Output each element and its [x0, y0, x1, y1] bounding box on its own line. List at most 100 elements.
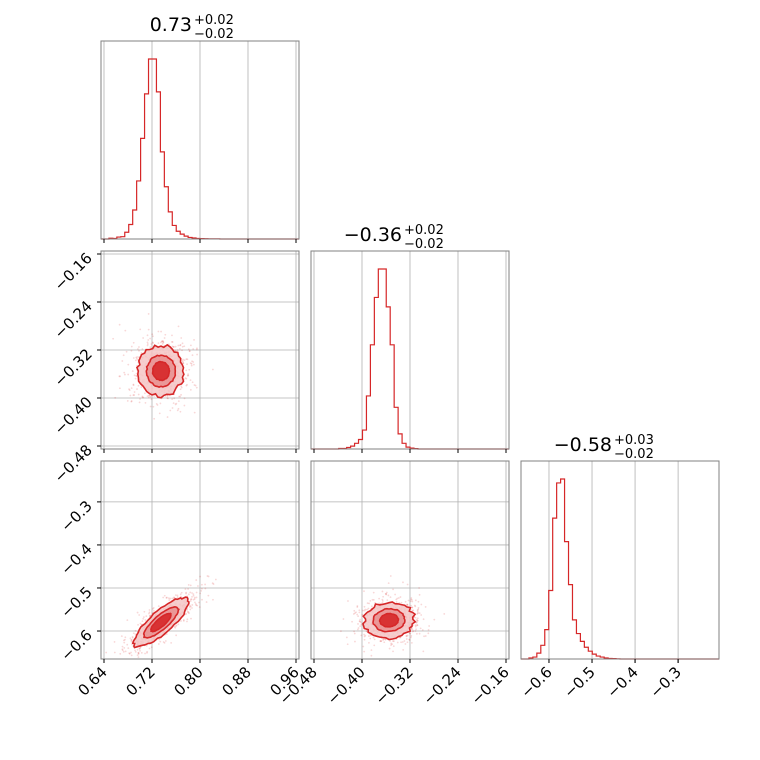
sample-point: [119, 652, 122, 655]
sample-point: [191, 381, 194, 384]
sample-point: [130, 651, 132, 654]
sample-point: [183, 404, 186, 407]
sample-point: [146, 343, 149, 345]
sample-point: [151, 607, 154, 610]
sample-point: [369, 637, 372, 640]
sample-point: [193, 384, 196, 386]
sample-point: [382, 595, 385, 598]
sample-point: [417, 608, 420, 611]
sample-point: [389, 596, 392, 598]
sample-point: [176, 596, 179, 598]
sample-point: [386, 599, 389, 602]
sample-point: [196, 604, 199, 607]
sample-point: [135, 375, 138, 378]
sample-point: [368, 635, 370, 637]
y-tick-label: −0.5: [57, 583, 95, 621]
sample-point: [188, 612, 190, 615]
sample-point: [205, 601, 208, 603]
contour-panel-2: [310, 460, 510, 660]
sample-point: [395, 598, 398, 601]
sample-point: [189, 605, 192, 608]
sample-point: [152, 342, 154, 344]
sample-point: [346, 643, 349, 646]
sample-point: [128, 388, 130, 391]
sample-point: [387, 582, 390, 584]
sample-point: [146, 334, 149, 337]
sample-point: [417, 600, 420, 603]
sample-point: [129, 394, 132, 397]
y-tick-label: −0.48: [51, 441, 96, 486]
sample-point: [152, 335, 154, 338]
sample-point: [360, 623, 363, 626]
sample-point: [390, 642, 393, 645]
y-tick-label: −0.24: [51, 297, 96, 342]
sample-point: [366, 602, 369, 605]
sample-point: [206, 575, 209, 577]
sample-point: [353, 630, 355, 633]
sample-point: [387, 594, 390, 597]
sample-point: [126, 643, 129, 646]
sample-point: [187, 611, 190, 614]
sample-point: [178, 348, 181, 350]
sample-point: [144, 652, 146, 655]
sample-point: [124, 636, 127, 639]
sample-point: [192, 361, 195, 363]
sample-point: [157, 342, 160, 345]
sample-point: [404, 600, 407, 603]
sample-point: [133, 394, 136, 396]
sample-point: [125, 350, 128, 353]
sample-point: [193, 596, 196, 599]
x-tick-label: 0.64: [74, 663, 110, 699]
sample-point: [411, 600, 414, 603]
sample-point: [402, 581, 404, 584]
sample-point: [157, 605, 160, 608]
sample-point: [180, 620, 182, 622]
sample-point: [212, 368, 214, 371]
sample-point: [363, 609, 366, 612]
sample-point: [392, 650, 394, 653]
sample-point: [152, 405, 155, 408]
sample-point: [122, 639, 125, 642]
sample-point: [200, 589, 203, 592]
sample-point: [135, 374, 138, 377]
sample-point: [184, 377, 187, 379]
sample-point: [424, 606, 427, 608]
sample-point: [142, 617, 145, 620]
sample-point: [185, 358, 188, 361]
sample-point: [130, 400, 133, 402]
sample-point: [180, 386, 183, 389]
sample-point: [174, 626, 177, 629]
sample-point: [189, 344, 192, 347]
sample-point: [138, 346, 140, 348]
sample-point: [196, 353, 199, 356]
sample-point: [169, 597, 172, 600]
sample-point: [127, 647, 130, 650]
sample-point: [171, 334, 173, 337]
sample-point: [160, 330, 162, 333]
sample-point: [418, 593, 421, 596]
sample-point: [417, 612, 419, 614]
sample-point: [153, 395, 156, 397]
sample-point: [174, 349, 177, 352]
sample-point: [407, 599, 410, 602]
sample-point: [149, 395, 152, 398]
sample-point: [361, 609, 364, 612]
sample-point: [136, 648, 139, 651]
sample-point: [121, 649, 124, 652]
sample-point: [138, 647, 141, 650]
sample-point: [362, 645, 365, 648]
sample-point: [363, 638, 366, 641]
sample-point: [136, 654, 139, 657]
sample-point: [162, 341, 165, 343]
sample-point: [392, 645, 395, 648]
sample-point: [186, 618, 189, 621]
sample-point: [166, 397, 169, 399]
sample-point: [183, 345, 186, 348]
sample-point: [141, 395, 144, 398]
x-tick-label: −0.32: [372, 663, 417, 708]
sample-point: [137, 623, 139, 626]
sample-point: [129, 637, 132, 640]
sample-point: [372, 591, 375, 594]
sample-point: [358, 611, 361, 614]
sample-point: [135, 372, 138, 375]
